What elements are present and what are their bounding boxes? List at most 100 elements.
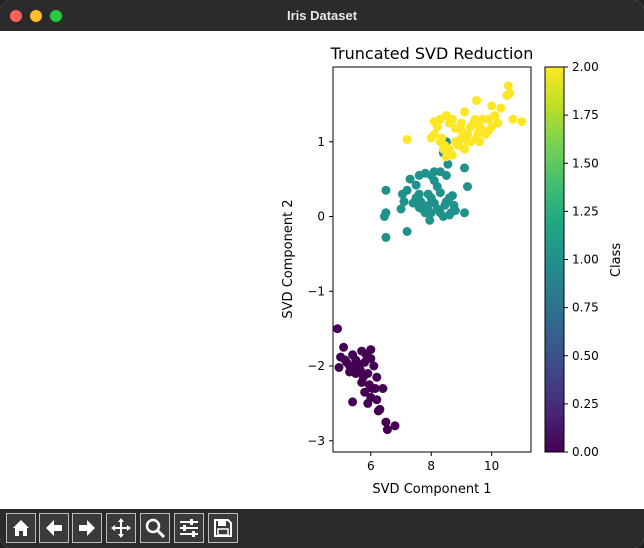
colorbar-tick-label: 0.75 [572,301,599,315]
data-point-class-0 [363,398,373,408]
data-point-class-1 [460,163,469,173]
data-point-class-1 [435,188,445,198]
figure-canvas[interactable]: Truncated SVD Reduction 6 8 10 −3 −2 −1 0 1 SV… [0,31,644,509]
data-point-class-0 [340,355,350,365]
data-point-class-0 [345,367,355,377]
data-point-class-1 [396,204,406,214]
pan-button[interactable] [106,513,136,543]
data-point-class-1 [381,185,391,195]
colorbar-tick-label: 0.50 [572,349,599,363]
sliders-icon [180,519,198,537]
data-point-class-1 [447,191,457,201]
data-point-class-2 [457,118,466,128]
data-point-class-2 [496,103,506,113]
navigation-toolbar [0,509,644,548]
window-title: Iris Dataset [286,8,358,23]
data-point-class-1 [411,180,421,190]
data-point-class-1 [402,227,412,236]
data-point-class-2 [437,133,447,143]
data-point-class-1 [381,208,391,218]
chart-title: Truncated SVD Reduction [330,44,534,63]
scatter-points [333,81,527,435]
data-point-class-0 [373,406,383,416]
y-tick-label: −3 [307,434,325,448]
data-point-class-1 [423,189,433,199]
data-point-class-1 [425,215,435,225]
data-point-class-2 [426,133,436,143]
y-tick-label: −1 [307,284,325,298]
y-tick-label: 0 [317,210,325,224]
zoom-button[interactable] [140,513,170,543]
data-point-class-1 [399,197,409,207]
arrow-right-icon [79,520,95,536]
x-tick-label: 6 [367,459,375,473]
colorbar-tick-label: 0.25 [572,397,599,411]
data-point-class-0 [348,397,358,407]
data-point-class-2 [473,128,483,138]
colorbar-tick-label: 1.75 [572,108,599,122]
data-point-class-0 [333,324,342,334]
data-point-class-2 [457,126,466,135]
data-point-class-1 [426,208,436,218]
colorbar-tick-label: 1.00 [572,253,599,267]
move-icon [111,518,131,538]
data-point-class-2 [475,137,485,147]
data-point-class-2 [447,114,457,124]
data-point-class-0 [339,342,349,352]
x-tick-label: 8 [427,459,435,473]
y-tick-label: −2 [307,359,325,373]
data-point-class-0 [381,417,391,427]
data-point-class-2 [493,118,503,128]
colorbar-tick-label: 1.25 [572,204,599,218]
data-point-class-2 [463,137,472,147]
data-point-class-2 [460,107,469,117]
data-point-class-1 [405,174,415,184]
data-point-class-2 [478,114,488,124]
data-point-class-2 [402,135,412,144]
data-point-class-2 [503,81,513,91]
data-point-class-1 [402,185,412,195]
title-bar: Iris Dataset [0,0,644,31]
data-point-class-2 [470,114,480,124]
data-point-class-1 [463,182,472,192]
magnifier-icon [145,518,166,539]
home-icon [13,520,29,536]
data-point-class-2 [487,101,497,111]
colorbar-tick-label: 1.50 [572,156,599,170]
data-point-class-2 [454,141,463,150]
y-tick-label: 1 [317,135,325,149]
data-point-class-2 [447,150,457,160]
data-point-class-1 [460,208,469,218]
data-point-class-2 [505,88,515,98]
forward-button[interactable] [72,513,102,543]
data-point-class-1 [444,210,454,220]
home-button[interactable] [6,513,36,543]
data-point-class-0 [360,387,370,397]
save-icon [214,519,232,537]
configure-subplots-button[interactable] [174,513,204,543]
data-point-class-2 [508,114,518,124]
colorbar-label: Class [609,243,624,277]
data-point-class-0 [378,384,388,393]
save-button[interactable] [208,513,238,543]
data-point-class-1 [443,159,453,169]
data-point-class-0 [334,363,344,372]
data-point-class-1 [411,193,421,203]
maximize-window-button[interactable] [50,10,62,22]
colorbar-tick-label: 0.00 [572,445,599,459]
data-point-class-1 [429,167,439,177]
x-axis-label: SVD Component 1 [372,482,491,497]
back-button[interactable] [39,513,69,543]
minimize-window-button[interactable] [30,10,42,22]
close-window-button[interactable] [10,10,22,22]
data-point-class-0 [372,372,382,382]
data-point-class-0 [352,358,362,368]
data-point-class-0 [372,395,382,405]
data-point-class-1 [414,203,424,212]
arrow-left-icon [46,520,62,536]
colorbar-tick-label: 2.00 [572,60,599,74]
data-point-class-0 [357,378,367,387]
scatter-chart: Truncated SVD Reduction 6 8 10 −3 −2 −1 0 1 SV… [281,44,624,497]
data-point-class-0 [382,425,392,435]
